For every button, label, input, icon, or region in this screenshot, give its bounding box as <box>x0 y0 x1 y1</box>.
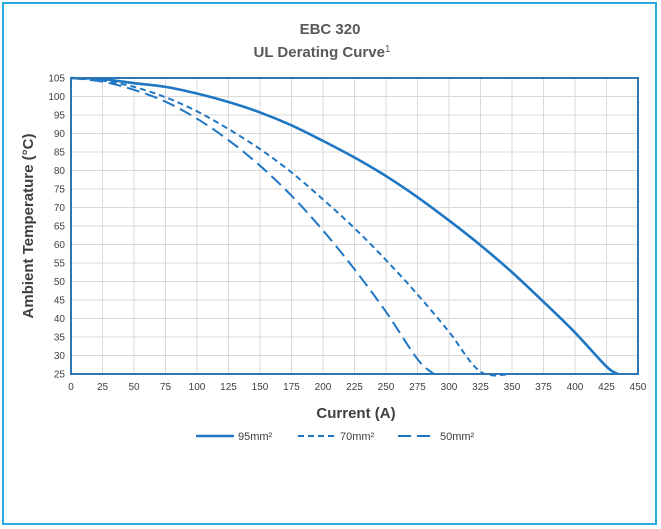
x-tick-label: 350 <box>504 382 521 393</box>
x-tick-label: 150 <box>252 382 269 393</box>
legend-label-2: 50mm² <box>440 431 475 443</box>
plot-border <box>70 77 639 375</box>
y-tick-label: 35 <box>54 333 66 344</box>
y-axis-title: Ambient Temperature (°C) <box>20 134 37 319</box>
x-tick-label: 100 <box>189 382 206 393</box>
tick-labels: 0 25 50 75 100 125 150 175 200 225 250 275 300 325 350… <box>48 74 646 394</box>
x-tick-label: 25 <box>97 382 109 393</box>
x-tick-label: 275 <box>409 382 426 393</box>
x-tick-label: 125 <box>220 382 237 393</box>
chart-subtitle: UL Derating Curve1 <box>254 44 391 61</box>
x-tick-label: 50 <box>128 382 140 393</box>
y-tick-label: 65 <box>54 222 66 233</box>
x-tick-label: 425 <box>598 382 615 393</box>
x-tick-label: 250 <box>378 382 395 393</box>
y-tick-label: 60 <box>54 240 66 251</box>
x-tick-label: 225 <box>346 382 363 393</box>
series-line-2 <box>70 77 435 375</box>
y-tick-label: 75 <box>54 185 66 196</box>
grid-lines <box>70 77 639 375</box>
y-tick-label: 40 <box>54 314 66 325</box>
y-tick-label: 105 <box>48 74 65 85</box>
y-tick-label: 85 <box>54 148 66 159</box>
y-tick-label: 30 <box>54 351 66 362</box>
x-tick-label: 325 <box>472 382 489 393</box>
x-tick-label: 300 <box>441 382 458 393</box>
y-tick-label: 90 <box>54 129 66 140</box>
x-tick-label: 175 <box>283 382 300 393</box>
series-line-0 <box>70 76 619 376</box>
x-tick-label: 200 <box>315 382 332 393</box>
y-tick-label: 95 <box>54 111 66 122</box>
x-tick-label: 0 <box>68 382 74 393</box>
y-tick-label: 25 <box>54 370 66 381</box>
chart-subtitle-text: UL Derating Curve <box>254 44 385 61</box>
x-tick-label: 75 <box>160 382 172 393</box>
y-tick-label: 70 <box>54 203 66 214</box>
x-tick-label: 375 <box>535 382 552 393</box>
y-tick-label: 80 <box>54 166 66 177</box>
x-axis-title: Current (A) <box>316 405 395 422</box>
x-tick-label: 400 <box>567 382 584 393</box>
series-layer <box>70 76 619 377</box>
chart-title: EBC 320 <box>300 21 361 38</box>
legend: 95mm² 70mm² 50mm² <box>196 431 475 443</box>
x-tick-label: 450 <box>630 382 647 393</box>
y-tick-label: 55 <box>54 259 66 270</box>
y-tick-label: 50 <box>54 277 66 288</box>
legend-label-0: 95mm² <box>238 431 273 443</box>
series-line-1 <box>70 77 513 377</box>
y-tick-label: 45 <box>54 296 66 307</box>
legend-label-1: 70mm² <box>340 431 375 443</box>
y-tick-label: 100 <box>48 92 65 103</box>
chart-subtitle-superscript: 1 <box>385 44 391 55</box>
